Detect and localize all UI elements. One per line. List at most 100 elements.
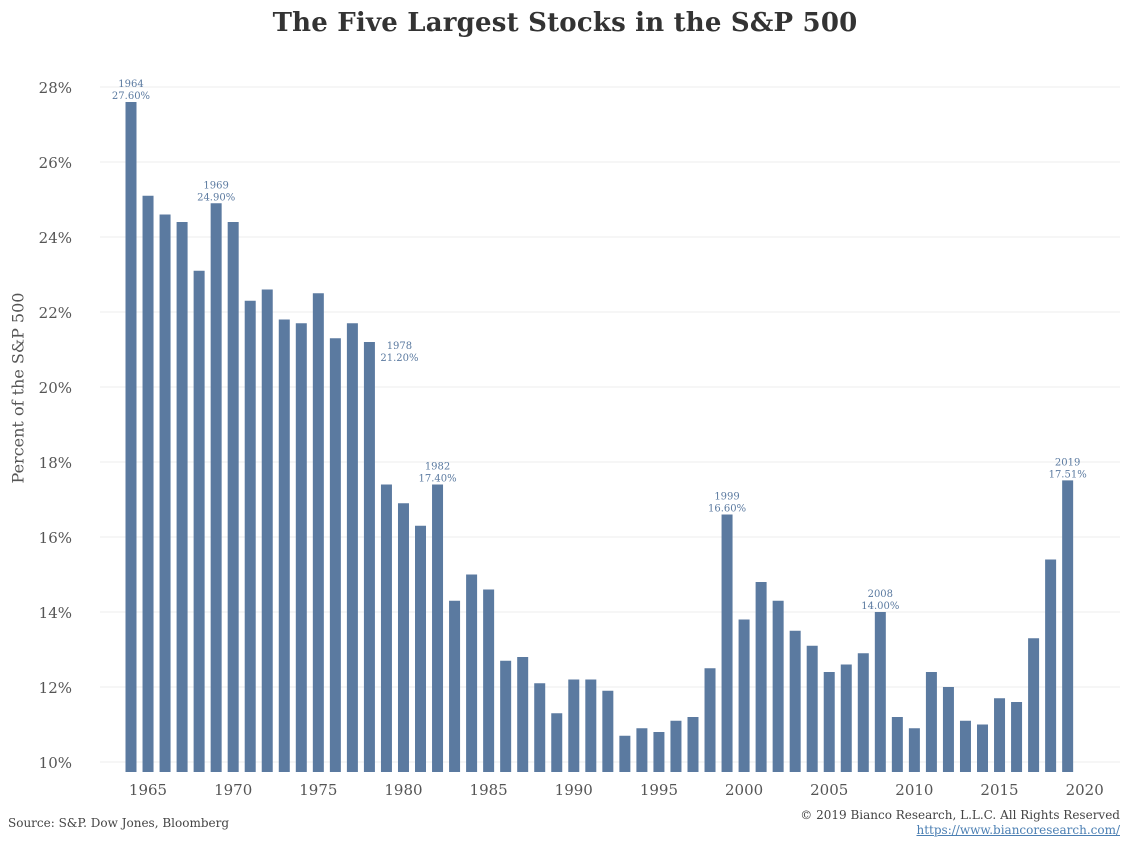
copyright-text: © 2019 Bianco Research, L.L.C. All Right…: [800, 808, 1120, 822]
bar-1989: [551, 713, 563, 772]
x-tick-label: 2005: [810, 781, 848, 799]
bar-2004: [806, 645, 818, 772]
bar-2016: [1011, 702, 1023, 772]
annotation-value-2019: 17.51%: [1049, 469, 1087, 480]
y-tick-label: 24%: [39, 229, 72, 247]
bar-1965: [142, 195, 154, 772]
annotation-year-1964: 1964: [118, 79, 143, 90]
y-tick-label: 16%: [39, 529, 72, 547]
bar-1983: [449, 600, 461, 772]
bar-1972: [261, 289, 273, 772]
bar-1967: [176, 222, 188, 772]
y-tick-label: 12%: [39, 679, 72, 697]
bar-1971: [244, 300, 256, 772]
y-axis-ticks: 10% 12% 14% 16% 18% 20% 22% 24% 26% 28%: [39, 79, 72, 772]
bar-2010: [908, 728, 920, 772]
bar-2012: [942, 687, 954, 772]
annotation-value-1964: 27.60%: [112, 91, 150, 102]
bar-1997: [687, 717, 699, 772]
bar-1964: [125, 102, 137, 772]
bar-1987: [517, 657, 529, 772]
bar-1999: [721, 514, 733, 772]
annotation-year-1999: 1999: [714, 492, 739, 503]
bar-1996: [670, 720, 682, 772]
bar-1994: [636, 728, 648, 772]
bar-1968: [193, 270, 205, 772]
bar-2005: [823, 672, 835, 772]
bar-2014: [977, 724, 988, 772]
y-tick-label: 18%: [39, 454, 72, 472]
bar-1985: [483, 589, 495, 772]
chart-title: The Five Largest Stocks in the S&P 500: [272, 8, 858, 38]
bar-1973: [278, 319, 290, 772]
bar-1995: [653, 732, 665, 772]
bar-2001: [755, 582, 767, 772]
x-tick-label: 2000: [725, 781, 763, 799]
bar-1980: [397, 503, 409, 772]
annotation-value-1969: 24.90%: [197, 192, 235, 203]
bar-2011: [925, 672, 937, 772]
x-tick-label: 1995: [640, 781, 678, 799]
y-tick-label: 28%: [39, 79, 72, 97]
bar-1974: [295, 323, 307, 772]
y-tick-label: 14%: [39, 604, 72, 622]
x-tick-label: 1975: [299, 781, 337, 799]
x-tick-label: 1980: [384, 781, 422, 799]
x-tick-label: 1970: [214, 781, 252, 799]
bar-1993: [619, 735, 631, 772]
copyright-block: © 2019 Bianco Research, L.L.C. All Right…: [800, 808, 1120, 838]
x-tick-label: 1965: [129, 781, 167, 799]
bar-2013: [959, 720, 971, 772]
bar-1966: [159, 214, 171, 772]
x-tick-label: 2020: [1066, 781, 1104, 799]
y-tick-label: 22%: [39, 304, 72, 322]
bar-2019: [1062, 480, 1074, 772]
annotation-year-1978: 1978: [387, 341, 412, 352]
y-tick-label: 26%: [39, 154, 72, 172]
bar-1978: [363, 342, 375, 772]
bar-2008: [874, 612, 886, 772]
bar-1969: [210, 203, 222, 772]
website-link[interactable]: https://www.biancoresearch.com/: [916, 823, 1120, 837]
bar-1970: [227, 222, 239, 772]
bar-2007: [857, 653, 869, 772]
bar-1975: [312, 293, 324, 772]
bar-2000: [738, 619, 750, 772]
annotation-value-1999: 16.60%: [708, 504, 746, 515]
annotation-year-1982: 1982: [425, 462, 450, 473]
bar-1981: [415, 525, 427, 772]
annotation-year-2019: 2019: [1055, 457, 1080, 468]
y-tick-label: 10%: [39, 754, 72, 772]
bar-1990: [568, 679, 580, 772]
x-axis-ticks: 1965 1970 1975 1980 1985 1990 1995 2000 2005 2010…: [129, 781, 1104, 799]
source-note: Source: S&P. Dow Jones, Bloomberg: [8, 816, 230, 830]
bar-1984: [466, 574, 478, 772]
bar-2017: [1028, 638, 1040, 772]
bar-2015: [994, 698, 1006, 772]
annotation-value-2008: 14.00%: [861, 601, 899, 612]
bar-2006: [840, 664, 852, 772]
bar-2018: [1045, 559, 1057, 772]
bar-2009: [891, 717, 903, 772]
x-tick-label: 1985: [470, 781, 508, 799]
bar-1991: [585, 679, 597, 772]
bar-1986: [500, 660, 512, 772]
bar-1992: [602, 690, 614, 772]
annotation-value-1982: 17.40%: [418, 474, 456, 485]
annotation-year-2008: 2008: [868, 589, 893, 600]
bar-2002: [772, 600, 784, 772]
bar-1988: [534, 683, 546, 772]
bar-1979: [380, 484, 392, 772]
annotation-value-1978: 21.20%: [380, 353, 418, 364]
bar-2003: [789, 630, 801, 772]
bars: [125, 102, 1074, 772]
x-tick-label: 2010: [895, 781, 933, 799]
bar-1998: [704, 668, 716, 772]
x-tick-label: 1990: [555, 781, 593, 799]
bar-1982: [432, 484, 444, 772]
annotation-year-1969: 1969: [203, 180, 228, 191]
bar-1976: [329, 338, 341, 772]
x-tick-label: 2015: [980, 781, 1018, 799]
